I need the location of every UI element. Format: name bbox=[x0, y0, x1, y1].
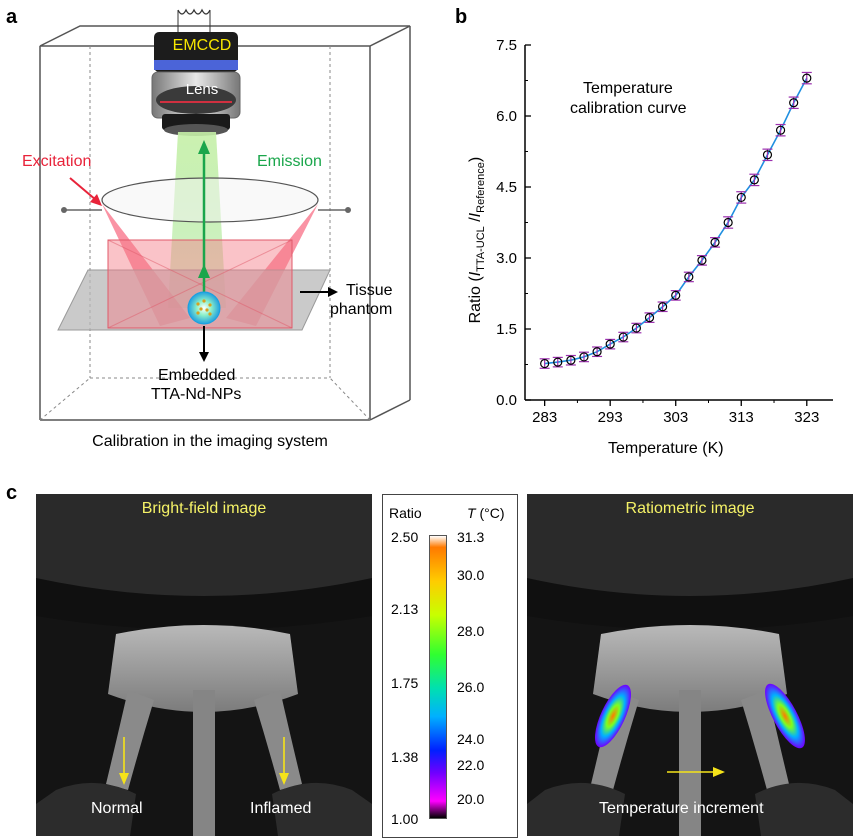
tissue-label-line2: phantom bbox=[330, 301, 393, 318]
data-point bbox=[671, 290, 681, 300]
fit-curve bbox=[544, 77, 808, 365]
data-point bbox=[644, 313, 655, 323]
excitation-label: Excitation bbox=[22, 153, 92, 170]
panel-a-caption: Calibration in the imaging system bbox=[92, 433, 328, 450]
y-tick-label: 3.0 bbox=[496, 250, 517, 267]
emission-label: Emission bbox=[257, 153, 322, 170]
colorbar-temp-title: T (°C) bbox=[467, 505, 505, 521]
ratio-tick-2: 2.13 bbox=[391, 601, 419, 617]
colorbar-panel: Ratio T (°C) 2.50 2.13 1.75 1.38 1.00 31… bbox=[382, 494, 518, 838]
chart-annotation-line1: Temperature bbox=[583, 80, 673, 97]
np-label-line2: TTA-Nd-NPs bbox=[151, 386, 242, 403]
data-point bbox=[802, 73, 812, 83]
y-axis-label: Ratio (ITTA-UCL /IReference) bbox=[467, 115, 487, 365]
bright-field-title: Bright-field image bbox=[141, 500, 267, 517]
x-tick-label: 283 bbox=[532, 409, 557, 426]
enclosure-box bbox=[39, 25, 411, 421]
temp-tick-7: 20.0 bbox=[457, 791, 485, 807]
inflamed-label: Inflamed bbox=[250, 800, 312, 817]
normal-arrow bbox=[119, 737, 129, 785]
y-label-i2: I bbox=[466, 212, 484, 218]
x-tick-label: 293 bbox=[598, 409, 623, 426]
y-tick-label: 0.0 bbox=[496, 392, 517, 409]
y-label-slash: / bbox=[466, 217, 484, 227]
y-tick-label: 7.5 bbox=[496, 37, 517, 54]
data-point bbox=[618, 332, 628, 342]
data-point bbox=[710, 237, 720, 247]
data-point bbox=[736, 192, 746, 203]
data-point bbox=[762, 150, 773, 160]
ratiometric-title: Ratiometric image bbox=[625, 500, 755, 517]
temp-tick-3: 28.0 bbox=[457, 623, 485, 639]
data-point bbox=[697, 255, 707, 265]
temp-tick-2: 30.0 bbox=[457, 567, 485, 583]
data-point bbox=[749, 175, 759, 185]
inflamed-arrow bbox=[279, 737, 289, 785]
colorbar-gradient bbox=[429, 535, 447, 819]
temp-tick-4: 26.0 bbox=[457, 679, 485, 695]
calibration-chart: 0.0 1.5 3.0 4.5 6.0 7.5 283 293 303 313 323 bbox=[496, 37, 833, 426]
x-tick-label: 323 bbox=[794, 409, 819, 426]
data-point bbox=[553, 357, 563, 367]
temp-tick-6: 22.0 bbox=[457, 757, 485, 773]
panel-b-letter: b bbox=[455, 6, 468, 28]
y-label-sub1: TTA-UCL bbox=[475, 226, 488, 272]
data-point bbox=[592, 347, 602, 357]
y-tick-label: 6.0 bbox=[496, 108, 517, 125]
ratio-tick-3: 1.75 bbox=[391, 675, 419, 691]
ratiometric-image: Ratiometric image Temperature increment bbox=[527, 494, 853, 836]
data-point bbox=[631, 323, 642, 333]
y-tick-label: 1.5 bbox=[496, 321, 517, 338]
data-point bbox=[540, 358, 550, 369]
chart-annotation-line2: calibration curve bbox=[570, 100, 687, 117]
y-tick-label: 4.5 bbox=[496, 179, 517, 196]
data-point bbox=[566, 355, 576, 365]
bright-field-image: Bright-field image Normal Inflamed bbox=[36, 494, 372, 836]
colorbar-temp-unit: (°C) bbox=[475, 505, 505, 521]
data-point bbox=[658, 302, 668, 312]
ratio-tick-4: 1.38 bbox=[391, 749, 419, 765]
x-tick-label: 303 bbox=[663, 409, 688, 426]
y-label-i1: I bbox=[466, 271, 484, 277]
y-label-prefix: Ratio ( bbox=[466, 276, 484, 324]
panel-c-letter: c bbox=[6, 482, 18, 504]
imaging-system-diagram bbox=[39, 8, 411, 421]
tissue-label-line1: Tissue bbox=[346, 282, 393, 299]
y-label-suffix: ) bbox=[466, 156, 484, 163]
data-point bbox=[684, 272, 694, 282]
data-point bbox=[775, 125, 786, 135]
data-point bbox=[579, 352, 589, 362]
x-tick-label: 313 bbox=[729, 409, 754, 426]
colorbar-ratio-title: Ratio bbox=[389, 505, 422, 521]
np-label-line1: Embedded bbox=[158, 367, 236, 384]
y-label-sub2: Reference bbox=[475, 162, 488, 213]
x-axis-label: Temperature (K) bbox=[608, 440, 724, 457]
camera-label: EMCCD bbox=[172, 37, 232, 54]
temp-tick-1: 31.3 bbox=[457, 529, 485, 545]
increment-arrow bbox=[667, 767, 725, 777]
increment-label: Temperature increment bbox=[599, 800, 764, 817]
normal-label: Normal bbox=[91, 800, 143, 817]
ratio-tick-5: 1.00 bbox=[391, 811, 419, 827]
panel-a-letter: a bbox=[6, 6, 18, 28]
data-point bbox=[605, 339, 615, 349]
data-point bbox=[723, 217, 733, 228]
lens-label: Lens bbox=[185, 81, 219, 98]
colorbar-temp-t: T bbox=[467, 505, 476, 521]
data-point bbox=[789, 98, 799, 108]
ratio-tick-1: 2.50 bbox=[391, 529, 419, 545]
temp-tick-5: 24.0 bbox=[457, 731, 485, 747]
